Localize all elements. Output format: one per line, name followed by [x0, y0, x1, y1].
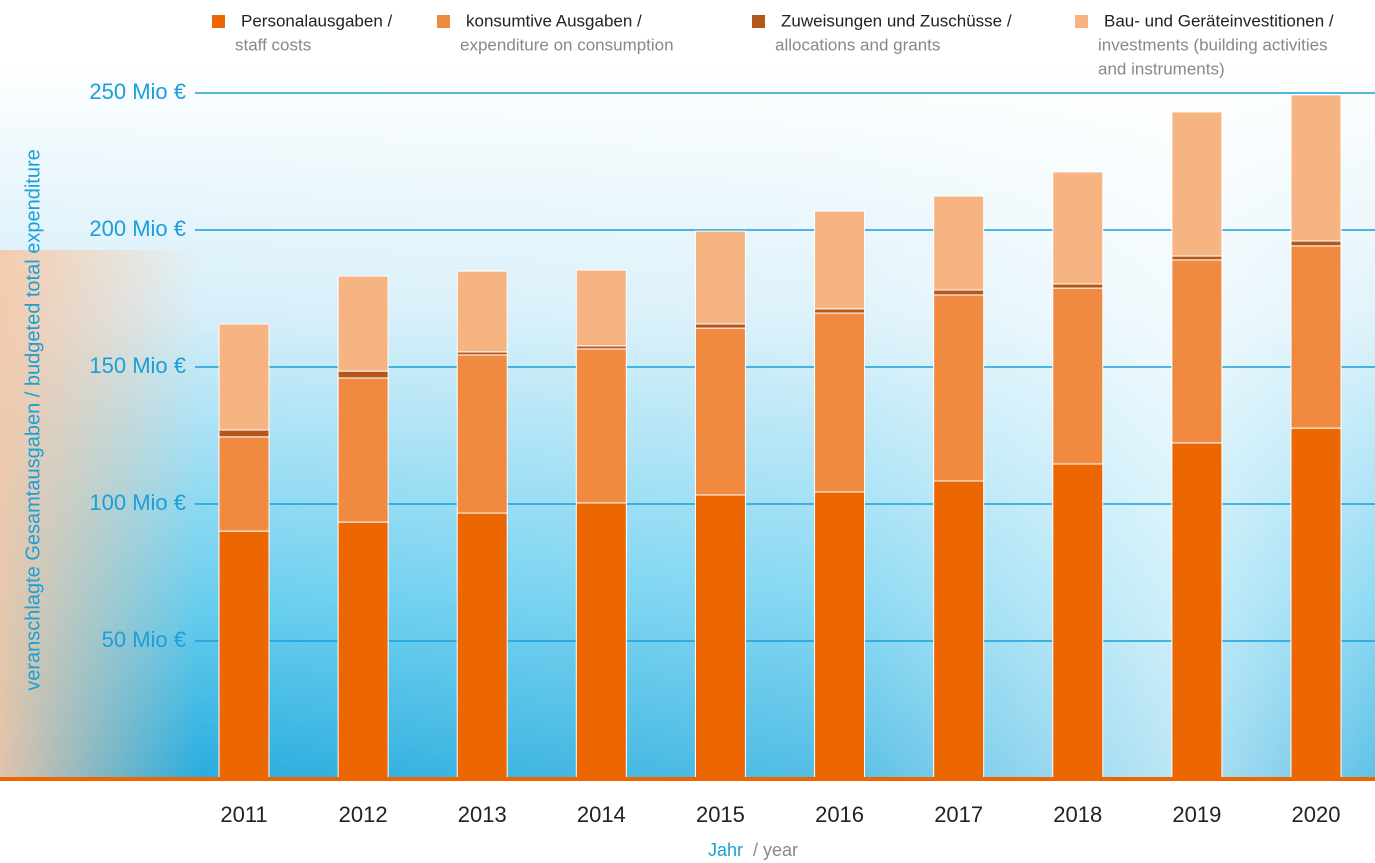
bar-segment	[575, 502, 627, 779]
bar-segment	[1171, 259, 1223, 444]
bar-segment	[218, 530, 270, 779]
x-tick-label: 2013	[458, 802, 507, 827]
x-tick-label: 2017	[934, 802, 983, 827]
background-glow	[0, 60, 1375, 780]
legend-label-en: and instruments)	[1098, 59, 1225, 78]
bar-segment	[1290, 427, 1342, 779]
legend-label: Personalausgaben /	[241, 11, 393, 30]
legend-label-en: staff costs	[235, 35, 311, 54]
bar-segment	[933, 294, 985, 482]
bar-segment	[218, 436, 270, 532]
bar-segment	[1052, 171, 1104, 285]
bar-segment	[456, 270, 508, 353]
bar-segment	[337, 377, 389, 523]
x-axis-label: Jahr / year	[708, 840, 798, 860]
x-tick-label: 2015	[696, 802, 745, 827]
legend-swatch	[1075, 15, 1088, 28]
bar-segment	[337, 275, 389, 372]
legend-swatch	[212, 15, 225, 28]
legend-swatch	[437, 15, 450, 28]
x-tick-label: 2016	[815, 802, 864, 827]
bar-segment	[1290, 240, 1342, 247]
bar-segment	[218, 429, 270, 438]
bar-segment	[694, 323, 746, 329]
bar-segment	[218, 323, 270, 431]
bar-segment	[814, 308, 866, 314]
bar-segment	[1052, 463, 1104, 779]
x-tick-label: 2020	[1292, 802, 1341, 827]
x-tick-label: 2018	[1053, 802, 1102, 827]
bar-segment	[456, 512, 508, 779]
legend-swatch	[752, 15, 765, 28]
bar-segment	[1290, 94, 1342, 242]
bar-segment	[933, 289, 985, 296]
legend-label: Zuweisungen und Zuschüsse /	[781, 11, 1012, 30]
bar-segment	[1290, 245, 1342, 429]
legend-label-en: investments (building activities	[1098, 35, 1328, 54]
bar-segment	[1171, 255, 1223, 261]
bar-segment	[933, 195, 985, 291]
legend-label: konsumtive Ausgaben /	[466, 11, 642, 30]
y-tick-label: 250 Mio €	[89, 79, 186, 104]
y-tick-label: 150 Mio €	[89, 353, 186, 378]
bar-segment	[814, 312, 866, 493]
bar-segment	[1052, 287, 1104, 465]
bar-segment	[814, 210, 866, 310]
bar-segment	[1171, 442, 1223, 779]
legend-label: Bau- und Geräteinvestitionen /	[1104, 11, 1334, 30]
bar-segment	[337, 370, 389, 379]
bar-segment	[575, 269, 627, 347]
y-axis-label: veranschlagte Gesamtausgaben / budgeted …	[22, 149, 44, 690]
y-tick-label: 50 Mio €	[102, 627, 186, 652]
bar-segment	[694, 230, 746, 325]
bar-segment	[456, 354, 508, 514]
x-tick-label: 2014	[577, 802, 626, 827]
bar-segment	[337, 521, 389, 779]
bar-segment	[1052, 283, 1104, 289]
bar-segment	[575, 348, 627, 504]
x-axis-label-de: Jahr	[708, 840, 743, 860]
y-tick-label: 100 Mio €	[89, 490, 186, 515]
x-tick-label: 2011	[220, 802, 267, 827]
legend-label-en: allocations and grants	[775, 35, 940, 54]
bar-segment	[694, 327, 746, 496]
bar-segment	[933, 480, 985, 779]
background-orange	[0, 250, 200, 780]
x-tick-label: 2012	[339, 802, 388, 827]
y-tick-label: 200 Mio €	[89, 216, 186, 241]
legend-label-en: expenditure on consumption	[460, 35, 674, 54]
bar-segment	[694, 494, 746, 779]
bar-segment	[814, 491, 866, 779]
x-tick-label: 2019	[1172, 802, 1221, 827]
bar-segment	[1171, 111, 1223, 257]
x-axis-label-en: / year	[753, 840, 798, 860]
